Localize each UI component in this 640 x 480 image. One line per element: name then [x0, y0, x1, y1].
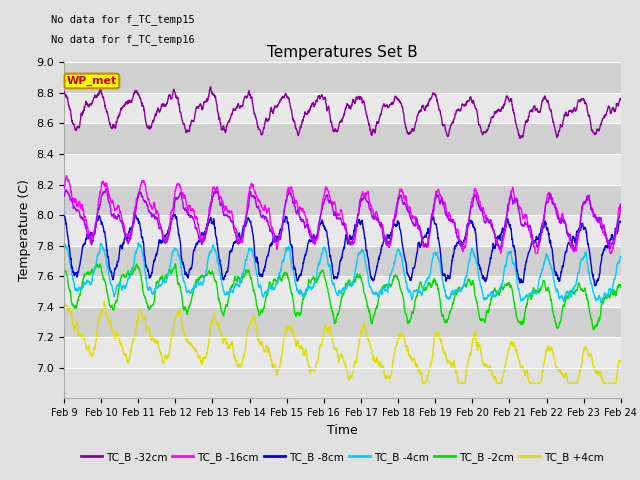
- Y-axis label: Temperature (C): Temperature (C): [18, 180, 31, 281]
- Bar: [64, 276, 621, 307]
- Bar: [64, 62, 621, 93]
- Text: No data for f_TC_temp16: No data for f_TC_temp16: [51, 34, 195, 45]
- Title: Temperatures Set B: Temperatures Set B: [267, 45, 418, 60]
- Bar: [64, 93, 621, 123]
- Bar: [64, 307, 621, 337]
- Bar: [64, 337, 621, 368]
- X-axis label: Time: Time: [327, 424, 358, 437]
- Legend: TC_B -32cm, TC_B -16cm, TC_B -8cm, TC_B -4cm, TC_B -2cm, TC_B +4cm: TC_B -32cm, TC_B -16cm, TC_B -8cm, TC_B …: [77, 448, 608, 467]
- Bar: [64, 123, 621, 154]
- Text: No data for f_TC_temp15: No data for f_TC_temp15: [51, 14, 195, 25]
- Bar: [64, 185, 621, 215]
- Bar: [64, 154, 621, 185]
- Text: WP_met: WP_met: [67, 76, 117, 86]
- Bar: [64, 215, 621, 246]
- Bar: [64, 246, 621, 276]
